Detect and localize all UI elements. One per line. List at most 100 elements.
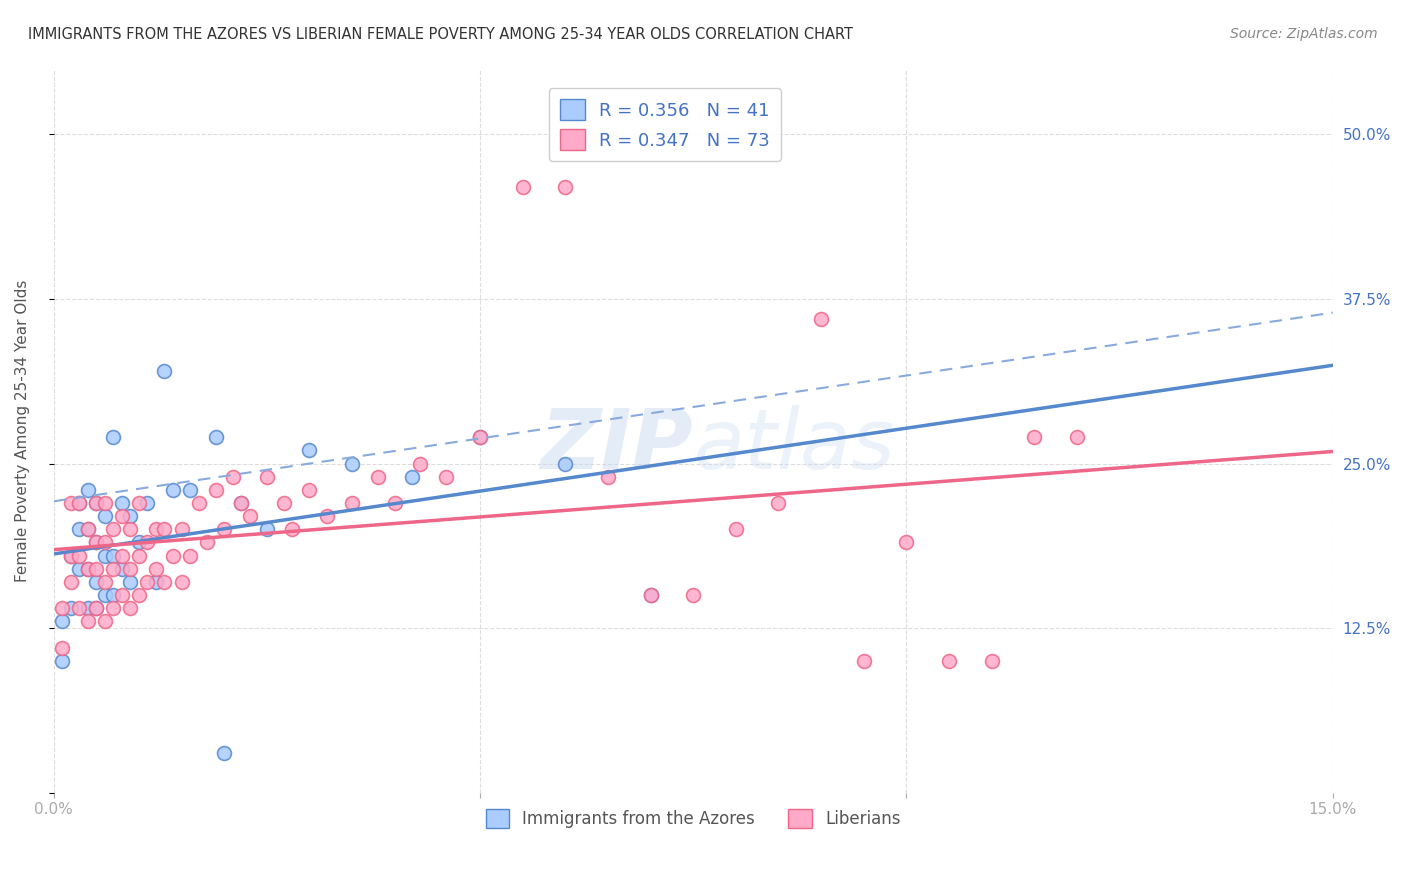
Point — [315, 509, 337, 524]
Point — [187, 496, 209, 510]
Point — [128, 535, 150, 549]
Point — [84, 574, 107, 589]
Point — [256, 469, 278, 483]
Point — [195, 535, 218, 549]
Point — [51, 615, 73, 629]
Point — [67, 601, 90, 615]
Point — [76, 483, 98, 497]
Point — [84, 496, 107, 510]
Point — [153, 522, 176, 536]
Point — [810, 311, 832, 326]
Point — [103, 562, 125, 576]
Point — [59, 549, 82, 563]
Point — [298, 443, 321, 458]
Point — [179, 549, 201, 563]
Point — [59, 549, 82, 563]
Point — [67, 496, 90, 510]
Point — [120, 522, 142, 536]
Point — [51, 654, 73, 668]
Point — [273, 496, 295, 510]
Text: atlas: atlas — [693, 405, 894, 485]
Point — [84, 535, 107, 549]
Point — [103, 588, 125, 602]
Point — [724, 522, 747, 536]
Text: IMMIGRANTS FROM THE AZORES VS LIBERIAN FEMALE POVERTY AMONG 25-34 YEAR OLDS CORR: IMMIGRANTS FROM THE AZORES VS LIBERIAN F… — [28, 27, 853, 42]
Point — [162, 483, 184, 497]
Point — [84, 601, 107, 615]
Point — [76, 601, 98, 615]
Point — [111, 549, 134, 563]
Point — [204, 483, 226, 497]
Point — [1024, 430, 1046, 444]
Point — [980, 654, 1002, 668]
Point — [103, 430, 125, 444]
Point — [76, 615, 98, 629]
Point — [231, 496, 253, 510]
Point — [512, 180, 534, 194]
Point — [111, 588, 134, 602]
Point — [281, 522, 304, 536]
Point — [120, 509, 142, 524]
Point — [145, 522, 167, 536]
Point — [120, 601, 142, 615]
Point — [94, 574, 117, 589]
Point — [76, 522, 98, 536]
Point — [120, 574, 142, 589]
Legend: Immigrants from the Azores, Liberians: Immigrants from the Azores, Liberians — [479, 803, 907, 835]
Point — [136, 496, 159, 510]
Point — [59, 496, 82, 510]
Point — [84, 562, 107, 576]
Point — [145, 574, 167, 589]
Point — [103, 549, 125, 563]
Point — [67, 562, 90, 576]
Point — [51, 640, 73, 655]
Point — [554, 457, 576, 471]
Point — [94, 509, 117, 524]
Point — [256, 522, 278, 536]
Point — [103, 522, 125, 536]
Point — [384, 496, 406, 510]
Point — [76, 562, 98, 576]
Point — [76, 522, 98, 536]
Point — [111, 509, 134, 524]
Point — [640, 588, 662, 602]
Point — [67, 522, 90, 536]
Point — [170, 574, 193, 589]
Point — [367, 469, 389, 483]
Point — [67, 549, 90, 563]
Y-axis label: Female Poverty Among 25-34 Year Olds: Female Poverty Among 25-34 Year Olds — [15, 279, 30, 582]
Point — [682, 588, 704, 602]
Point — [554, 180, 576, 194]
Point — [170, 522, 193, 536]
Point — [51, 601, 73, 615]
Point — [239, 509, 262, 524]
Point — [128, 496, 150, 510]
Point — [162, 549, 184, 563]
Point — [153, 364, 176, 378]
Point — [94, 535, 117, 549]
Point — [434, 469, 457, 483]
Point — [222, 469, 245, 483]
Point — [896, 535, 918, 549]
Point — [468, 430, 491, 444]
Point — [401, 469, 423, 483]
Point — [298, 483, 321, 497]
Point — [468, 430, 491, 444]
Point — [768, 496, 790, 510]
Point — [212, 746, 235, 760]
Point — [145, 562, 167, 576]
Text: ZIP: ZIP — [540, 405, 693, 485]
Point — [76, 562, 98, 576]
Point — [84, 535, 107, 549]
Point — [136, 535, 159, 549]
Point — [640, 588, 662, 602]
Point — [111, 562, 134, 576]
Point — [128, 549, 150, 563]
Point — [212, 522, 235, 536]
Point — [128, 588, 150, 602]
Point — [596, 469, 619, 483]
Point — [111, 496, 134, 510]
Point — [136, 574, 159, 589]
Point — [94, 615, 117, 629]
Point — [153, 574, 176, 589]
